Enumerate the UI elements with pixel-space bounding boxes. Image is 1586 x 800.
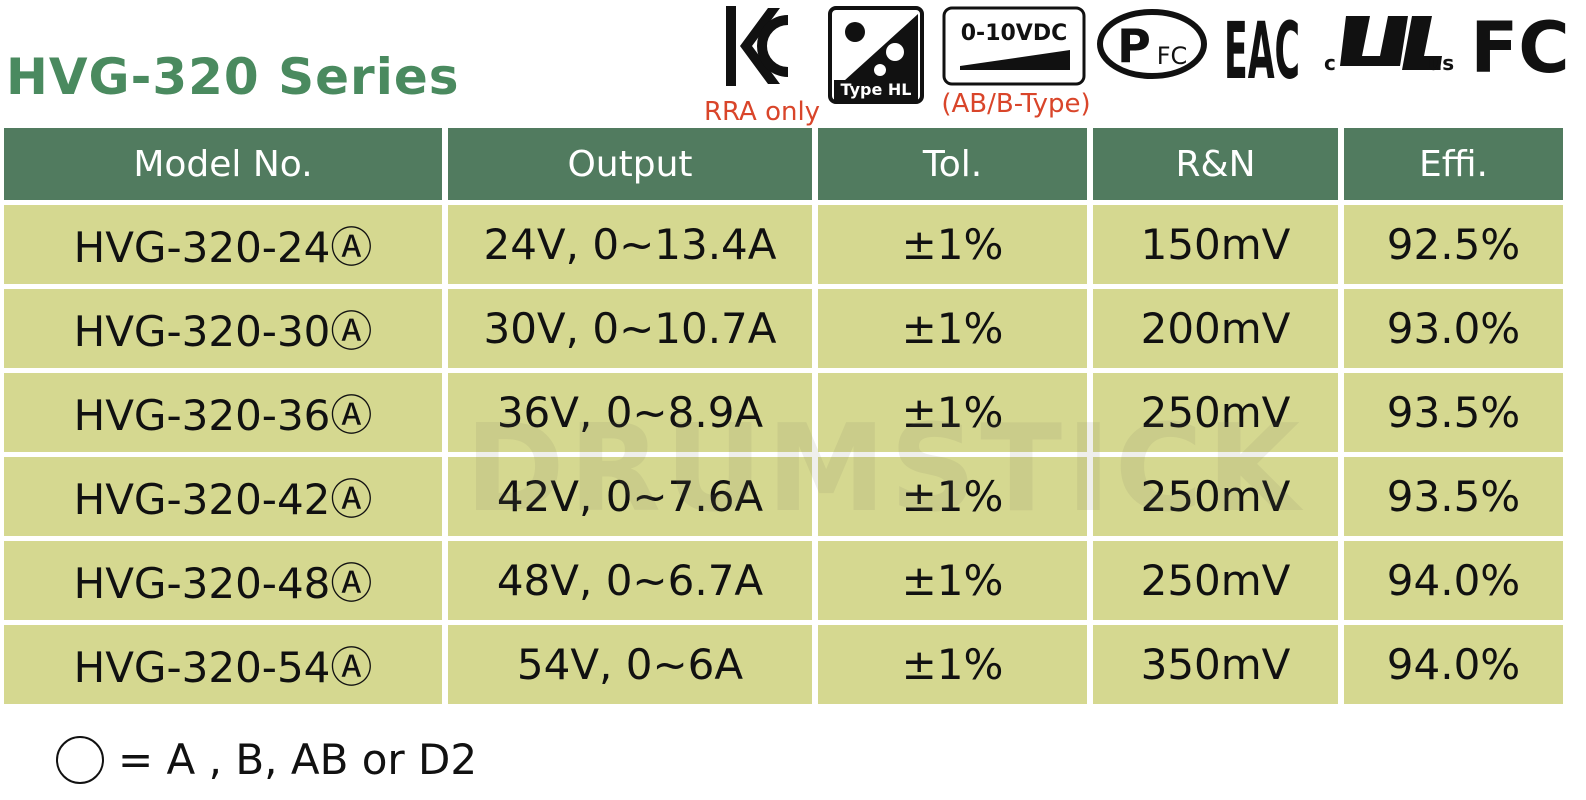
spec-table: Model No. Output Tol. R&N Effi. HVG-320-24Ⓐ 24… [4, 128, 1563, 704]
footnote-text: = A , B, AB or D2 [118, 735, 478, 784]
table-cell: ±1% [818, 536, 1087, 620]
table-cell: 48V, 0~6.7A [448, 536, 812, 620]
table-cell: 94.0% [1344, 536, 1563, 620]
table-cell: HVG-320-30Ⓐ [4, 284, 442, 368]
table-cell: HVG-320-54Ⓐ [4, 620, 442, 704]
column-header: Effi. [1344, 128, 1563, 200]
table-cell: 93.5% [1344, 368, 1563, 452]
table-cell: HVG-320-36Ⓐ [4, 368, 442, 452]
pfc-logo [1097, 9, 1207, 79]
table-cell: 250mV [1093, 452, 1338, 536]
table-cell: ±1% [818, 284, 1087, 368]
circle-symbol [56, 735, 104, 784]
table-cell: 200mV [1093, 284, 1338, 368]
table-cell: 93.0% [1344, 284, 1563, 368]
table-cell: HVG-320-48Ⓐ [4, 536, 442, 620]
table-cell: 24V, 0~13.4A [448, 200, 812, 284]
table-cell: 94.0% [1344, 620, 1563, 704]
column-header: R&N [1093, 128, 1338, 200]
table-cell: 250mV [1093, 368, 1338, 452]
table-cell: HVG-320-24Ⓐ [4, 200, 442, 284]
dimming-text: 0-10VDC [961, 21, 1068, 46]
kc-logo [726, 6, 789, 86]
eac-logo: EAC [1224, 7, 1300, 97]
table-cell: 93.5% [1344, 452, 1563, 536]
table-cell: 42V, 0~7.6A [448, 452, 812, 536]
ul-logo [1340, 16, 1442, 70]
table-cell: ±1% [818, 452, 1087, 536]
table-cell: 150mV [1093, 200, 1338, 284]
table-cell: 92.5% [1344, 200, 1563, 284]
dimming-note: (AB/B-Type) [941, 89, 1090, 119]
table-cell: 54V, 0~6A [448, 620, 812, 704]
type-hl-text: Type HL [841, 80, 912, 99]
title: HVG-320 Series [6, 48, 460, 106]
table-cell: 30V, 0~10.7A [448, 284, 812, 368]
table-cell: ±1% [818, 368, 1087, 452]
pfc-fc: FC [1157, 42, 1188, 70]
table-cell: 36V, 0~8.9A [448, 368, 812, 452]
table-cell: ±1% [818, 620, 1087, 704]
kc-note: RRA only [704, 97, 820, 127]
table-cell: ±1% [818, 200, 1087, 284]
column-header: Model No. [4, 128, 442, 200]
cert-logos: RRA only Type HL 0-10VDC (AB/B-Type) P F… [704, 6, 1570, 127]
type-hl-logo [828, 6, 924, 104]
column-header: Output [448, 128, 812, 200]
fcc-logo: FC [1470, 7, 1569, 89]
ul-us: us [1428, 51, 1454, 75]
dimming-logo [942, 6, 1086, 86]
ul-c: c [1324, 51, 1336, 75]
footnote: = A , B, AB or D2 [56, 735, 477, 784]
pfc-p: P [1117, 19, 1151, 73]
table-cell: 250mV [1093, 536, 1338, 620]
column-header: Tol. [818, 128, 1087, 200]
table-cell: 350mV [1093, 620, 1338, 704]
table-cell: HVG-320-42Ⓐ [4, 452, 442, 536]
